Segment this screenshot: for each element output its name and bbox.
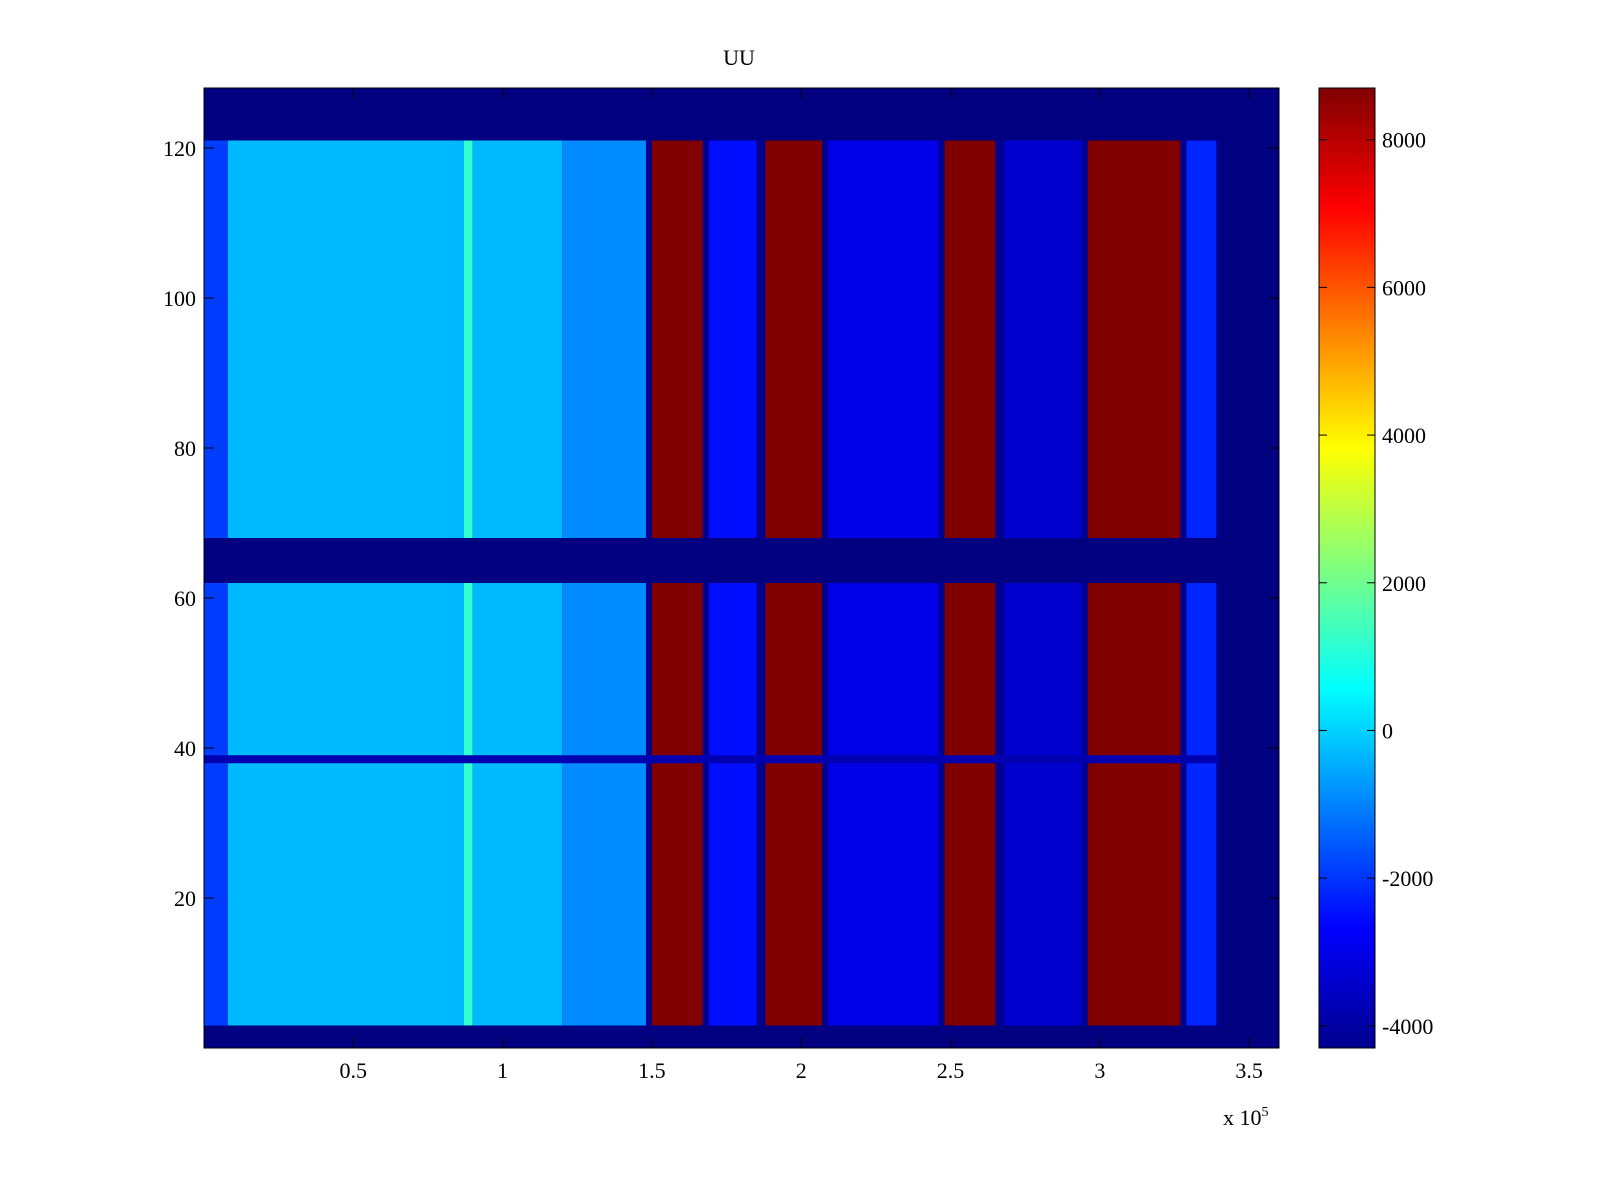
x-tick-label: 3.5 (1235, 1058, 1263, 1083)
colorbar-ticks: -4000 -2000 0 2000 4000 6000 8000 (1319, 128, 1433, 1039)
x-tick-label: 1 (497, 1058, 508, 1083)
colorbar-tick-label: 2000 (1382, 571, 1426, 596)
masked-band-1 (204, 538, 1279, 583)
chart-title: UU (723, 45, 755, 70)
colorbar-tick-label: 6000 (1382, 275, 1426, 300)
colorbar-tick-label: 8000 (1382, 128, 1426, 153)
colorbar-gradient (1318, 87, 1376, 1049)
colorbar-tick-label: 0 (1382, 718, 1393, 743)
y-tick-label: 60 (174, 586, 196, 611)
colorbar: -4000 -2000 0 2000 4000 6000 8000 (1318, 87, 1433, 1049)
colorbar-tick-label: 4000 (1382, 423, 1426, 448)
masked-band-0 (204, 1025, 1279, 1048)
colorbar-tick-label: -2000 (1382, 866, 1433, 891)
special-row-line (204, 755, 1220, 764)
x-tick-label: 3 (1094, 1058, 1105, 1083)
y-tick-label: 100 (163, 286, 196, 311)
x-multiplier-exponent: 5 (1262, 1105, 1269, 1120)
x-multiplier-base: x 10 (1223, 1105, 1262, 1130)
plot-area (203, 87, 1280, 1049)
x-axis: 0.5 1 1.5 2 2.5 3 3.5 (340, 88, 1263, 1083)
y-tick-label: 20 (174, 886, 196, 911)
x-tick-label: 0.5 (340, 1058, 368, 1083)
masked-band-2 (204, 88, 1279, 141)
y-tick-label: 80 (174, 436, 196, 461)
x-tick-label: 1.5 (638, 1058, 666, 1083)
y-tick-label: 40 (174, 736, 196, 761)
x-tick-label: 2.5 (937, 1058, 965, 1083)
y-axis: 20 40 60 80 100 120 (163, 136, 1279, 911)
y-tick-label: 120 (163, 136, 196, 161)
colorbar-tick-label: -4000 (1382, 1014, 1433, 1039)
special-row (204, 755, 1220, 764)
x-tick-label: 2 (796, 1058, 807, 1083)
x-multiplier: x 105 (1223, 1105, 1269, 1130)
plot-frame (203, 87, 1280, 1049)
